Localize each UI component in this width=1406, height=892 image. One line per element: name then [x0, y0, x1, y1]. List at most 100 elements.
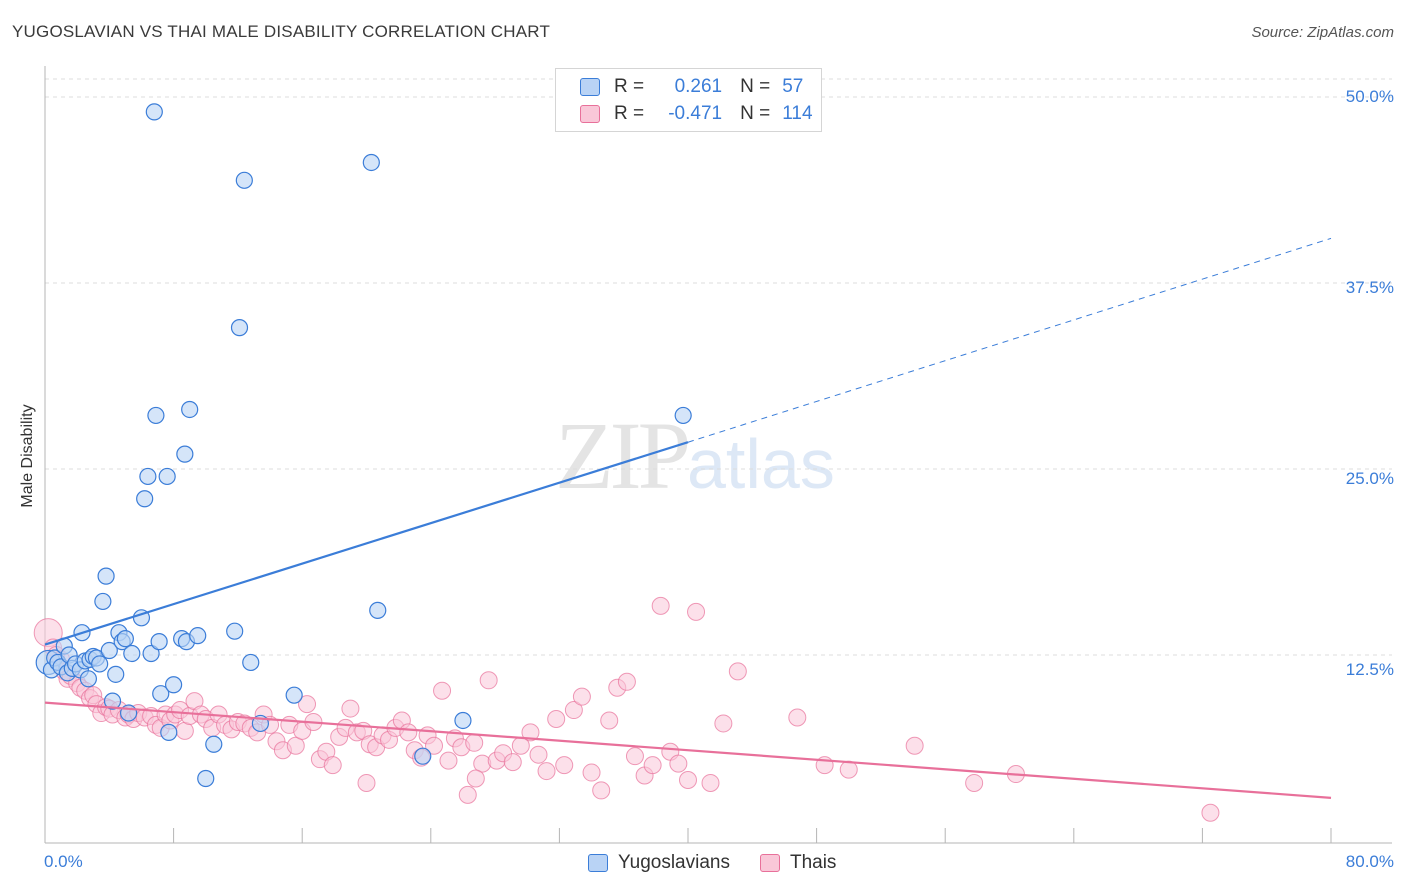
yugoslavian-point — [145, 103, 163, 121]
legend-swatch-blue — [580, 78, 600, 96]
legend-swatch-pink — [580, 105, 600, 123]
thai-point — [564, 701, 583, 720]
legend-swatch-blue — [588, 854, 608, 872]
yugoslavian-point — [369, 601, 387, 619]
thai-point — [1201, 803, 1220, 822]
thai-point — [669, 754, 688, 773]
yugoslavian-point — [160, 723, 178, 741]
thai-point — [600, 711, 619, 730]
thai-point — [905, 736, 924, 755]
yugoslavian-point — [230, 319, 249, 337]
y-tick-label: 50.0% — [1345, 87, 1394, 106]
legend-row-yugoslavians: R = 0.261 N = 57 — [580, 74, 803, 100]
yugoslavian-point — [139, 467, 157, 486]
yugoslavian-point — [242, 653, 260, 672]
yugoslavian-point — [94, 592, 112, 611]
yugoslavian-point — [189, 627, 207, 645]
watermark-atlas: atlas — [687, 425, 835, 503]
yugoslavian-point — [103, 692, 122, 710]
yugoslavian-point — [152, 685, 170, 703]
yugoslavian-point — [116, 630, 134, 648]
thai-point — [728, 662, 747, 681]
thai-point — [537, 762, 556, 781]
thai-point — [617, 672, 636, 691]
yugoslavian-point — [136, 490, 154, 508]
watermark: ZIPatlas — [555, 400, 835, 511]
thai-point — [479, 671, 498, 690]
legend-r-value: 0.261 — [674, 76, 723, 97]
thai-point — [323, 756, 342, 775]
legend-r-label: R = — [614, 76, 645, 97]
yugoslavian-point — [91, 655, 109, 673]
thai-point — [458, 785, 477, 804]
thai-point — [357, 773, 376, 792]
stats-legend: R = 0.261 N = 57 R = -0.471 N = 114 — [555, 68, 822, 132]
chart-source: Source: ZipAtlas.com — [1251, 24, 1394, 41]
yugoslavian-point — [674, 406, 692, 425]
thai-point — [701, 773, 720, 792]
legend-label-thais: Thais — [789, 852, 837, 873]
thai-trendline — [44, 701, 1332, 799]
thai-point — [555, 756, 574, 775]
thai-point — [547, 709, 566, 728]
yugoslavian-trendline — [44, 441, 689, 646]
thai-point — [286, 736, 305, 755]
thai-point — [651, 596, 670, 615]
legend-row-thais: R = -0.471 N = 114 — [580, 101, 813, 127]
thai-point — [433, 681, 452, 700]
yugoslavian-point — [454, 711, 472, 730]
yugoslavian-point — [123, 644, 141, 663]
yugoslavian-point — [142, 644, 160, 663]
thai-point — [582, 763, 601, 782]
thai-point — [175, 721, 194, 740]
yugoslavian-point — [226, 622, 244, 640]
yugoslavian-point — [147, 406, 165, 425]
thai-point — [679, 770, 697, 789]
yugoslavian-point — [150, 633, 168, 651]
yugoslavian-point — [181, 400, 199, 419]
legend-n-label: N = — [740, 76, 771, 97]
thai-point — [341, 699, 360, 718]
yugoslavian-point — [176, 445, 194, 463]
legend-n-label: N = — [740, 103, 771, 124]
thai-point — [465, 733, 484, 752]
yugoslavian-point — [100, 641, 118, 660]
thai-point — [714, 714, 733, 733]
thai-point — [399, 723, 418, 742]
thai-point — [965, 773, 984, 792]
y-tick-label: 25.0% — [1345, 469, 1394, 488]
thai-point — [687, 602, 706, 621]
thai-point — [298, 695, 317, 714]
yugoslavian-point — [107, 665, 125, 683]
legend-item-thais: Thais — [759, 852, 837, 874]
x-tick-label: 80.0% — [1345, 852, 1394, 871]
thai-point — [572, 687, 591, 706]
thai-point — [643, 756, 662, 775]
yugoslavian-point — [205, 735, 223, 753]
y-tick-label: 12.5% — [1345, 660, 1394, 679]
thai-point — [466, 769, 485, 788]
y-tick-label: 37.5% — [1345, 278, 1394, 297]
legend-item-yugoslavians: Yugoslavians — [588, 852, 730, 874]
legend-label-yugoslavians: Yugoslavians — [618, 852, 730, 873]
yugoslavian-point — [158, 467, 176, 486]
thai-point — [521, 723, 540, 742]
legend-n-value: 114 — [782, 103, 813, 124]
thai-point — [503, 753, 522, 772]
chart-title: YUGOSLAVIAN VS THAI MALE DISABILITY CORR… — [12, 22, 551, 41]
yugoslavian-point — [362, 153, 380, 172]
x-tick-label: 0.0% — [44, 852, 83, 871]
legend-r-value: -0.471 — [668, 103, 723, 124]
yugoslavian-point — [414, 747, 432, 765]
thai-point — [625, 747, 644, 766]
legend-r-label: R = — [614, 103, 645, 124]
legend-n-value: 57 — [782, 76, 804, 97]
yugoslavian-point — [197, 769, 215, 788]
thai-point — [425, 736, 444, 755]
yugoslavian-point — [97, 567, 115, 585]
yugoslavian-point — [79, 670, 98, 688]
yugoslavian-point — [235, 171, 253, 189]
yugoslavian-point — [285, 686, 303, 704]
yugoslavian-point — [165, 676, 183, 694]
